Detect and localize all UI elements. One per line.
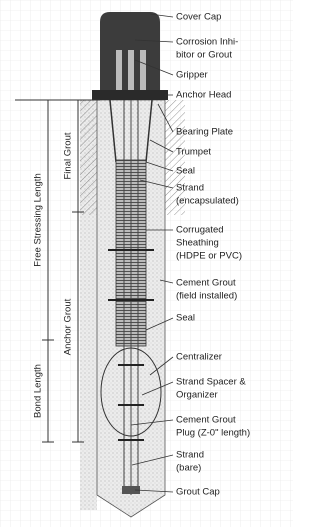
label: Centralizer [176, 352, 222, 363]
label: Corrosion Inhi- [176, 37, 238, 48]
label: Organizer [176, 390, 218, 401]
label: (encapsulated) [176, 196, 239, 207]
anchor-head [92, 90, 168, 100]
label: Plug (Z-0" length) [176, 428, 250, 439]
dimension-label: Anchor Grout [63, 298, 74, 355]
dimension-label: Final Grout [63, 132, 74, 179]
label: Strand [176, 183, 204, 194]
label: Cement Grout [176, 415, 236, 426]
soil-hatch [80, 100, 97, 215]
label: Strand [176, 450, 204, 461]
label: Anchor Head [176, 90, 231, 101]
label: Gripper [176, 70, 208, 81]
label: Trumpet [176, 147, 211, 158]
dimension-label: Bond Length [33, 364, 44, 418]
label: Cement Grout [176, 278, 236, 289]
label: Strand Spacer & [176, 377, 246, 388]
label: Seal [176, 166, 195, 177]
label: Cover Cap [176, 12, 221, 23]
label: Grout Cap [176, 487, 220, 498]
label: (field installed) [176, 291, 237, 302]
label: (HDPE or PVC) [176, 251, 242, 262]
dimension-label: Free Stressing Length [33, 173, 44, 266]
label: Seal [176, 313, 195, 324]
label: Bearing Plate [176, 127, 233, 138]
anchor-diagram: Free Stressing Length Bond Length Final … [0, 0, 293, 527]
label: Sheathing [176, 238, 219, 249]
grippers [116, 50, 146, 90]
label: Corrugated [176, 225, 224, 236]
page: Free Stressing Length Bond Length Final … [0, 0, 293, 527]
label: bitor or Grout [176, 50, 232, 61]
label: (bare) [176, 463, 201, 474]
